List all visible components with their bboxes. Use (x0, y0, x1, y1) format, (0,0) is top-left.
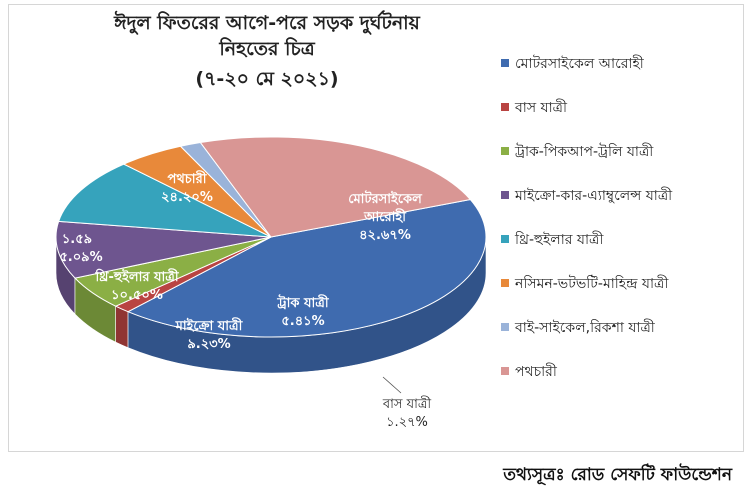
legend-swatch-4 (501, 191, 509, 199)
legend-swatch-1 (501, 59, 509, 67)
slice-labels: মোটরসাইকেল আরোহী ৪২.৬৭% বাস যাত্রী ১.২৭% ট্রা… (59, 170, 431, 430)
legend-label-1: মোটরসাইকেল আরোহী (515, 55, 645, 72)
slice-label-5: থ্রি-হুইলার যাত্রী ১০.৫০% (94, 268, 179, 303)
legend-swatch-5 (501, 235, 509, 243)
legend-label-7: বাই-সাইকেল,রিকশা যাত্রী (514, 319, 656, 336)
pie-side-2 (115, 305, 129, 349)
pie-slice-8 (199, 136, 472, 238)
slice-label-6: ৫.০৯% (59, 250, 102, 265)
pie-slice-5 (57, 163, 272, 238)
legend-label-6: নসিমন-ভটভটি-মাহিন্দ্র যাত্রী (514, 275, 669, 292)
legend-label-2: বাস যাত্রী (514, 99, 568, 116)
chart-title-line-3: (৭-২০ মে ২০২১) (195, 68, 338, 90)
legend-swatch-3 (501, 147, 509, 155)
chart-title-line-2: নিহতের চিত্র (218, 37, 315, 60)
chart-title-line-1: ঈদুল ফিতরের আগে-পরে সড়ক দুর্ঘটনায় (113, 10, 421, 35)
legend-swatch-7 (501, 323, 509, 331)
legend-swatch-6 (501, 279, 509, 287)
slice-label-7: ১.৫৯ (62, 232, 92, 247)
pie-slices (55, 136, 487, 374)
chart-title: ঈদুল ফিতরের আগে-পরে সড়ক দুর্ঘটনায়নিহতে… (113, 10, 421, 90)
slice-label-2: বাস যাত্রী ১.২৭% (382, 396, 432, 430)
bus-leader-line (382, 376, 402, 394)
slice-label-1: মোটরসাইকেল আরোহী ৪২.৬৭% (348, 190, 423, 243)
pie-chart: ঈদুল ফিতরের আগে-পরে সড়ক দুর্ঘটনায়নিহতে… (55, 10, 673, 430)
pie-slice-4 (55, 220, 272, 279)
slice-label-4: মাইক্রো যাত্রী ৯.২৩% (175, 317, 244, 352)
legend-label-4: মাইক্রো-কার-এ্যাম্বুলেন্স যাত্রী (514, 187, 673, 204)
legend-label-8: পথচারী (515, 363, 558, 380)
pie-slice-1 (126, 198, 487, 338)
legend-label-5: থ্রি-হুইলার যাত্রী (514, 231, 604, 248)
legend-swatch-8 (501, 367, 509, 375)
source-credit: তথ্যসূত্রঃ রোড সেফটি ফাউন্ডেশন (503, 465, 732, 485)
legend-label-3: ট্রাক-পিকআপ-ট্রলি যাত্রী (514, 143, 654, 160)
chart-frame: ঈদুল ফিতরের আগে-পরে সড়ক দুর্ঘটনায় নিহতে… (8, 4, 744, 452)
legend-swatch-2 (501, 103, 509, 111)
legend: মোটরসাইকেল আরোহী বাস যাত্রী ট্রাক-পিকআপ-ট্… (501, 55, 673, 380)
slice-label-8: পথচারী ২৪.২০% (161, 170, 213, 205)
slice-label-3: ট্রাক যাত্রী ৫.৪১% (276, 294, 329, 329)
